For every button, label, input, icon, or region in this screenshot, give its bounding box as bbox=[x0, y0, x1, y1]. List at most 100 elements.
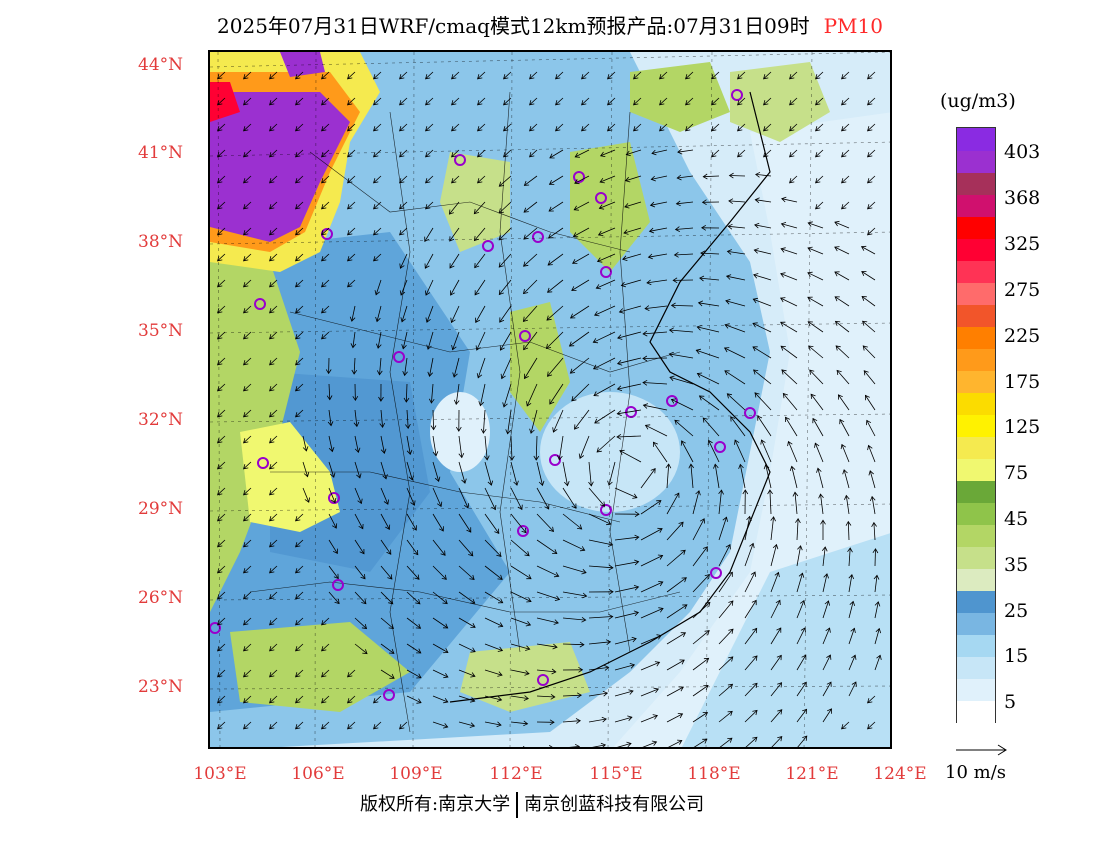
wind-vector bbox=[599, 175, 616, 183]
wind-vector bbox=[536, 565, 559, 577]
colorbar-segment bbox=[957, 634, 995, 657]
wind-vector bbox=[524, 357, 538, 379]
wind-vector bbox=[835, 345, 850, 359]
wind-vector-head bbox=[295, 100, 301, 106]
wind-vector bbox=[217, 409, 226, 418]
wind-vector-head bbox=[552, 549, 558, 555]
wind-vector bbox=[498, 201, 512, 214]
wind-vector bbox=[755, 199, 772, 203]
wind-vector bbox=[321, 227, 330, 236]
wind-vector-head bbox=[373, 230, 379, 236]
wind-vector bbox=[510, 565, 532, 580]
lat-label-35: 35°N bbox=[138, 321, 184, 341]
wind-vector bbox=[243, 643, 252, 652]
wind-vector-head bbox=[359, 548, 365, 555]
wind-vector-head bbox=[722, 516, 728, 522]
wind-vector-head bbox=[738, 463, 744, 470]
wind-vector-head bbox=[763, 126, 769, 132]
wind-vector-head bbox=[711, 100, 717, 106]
wind-vector bbox=[555, 97, 564, 106]
wind-vector bbox=[666, 521, 684, 541]
wind-vector-head bbox=[702, 173, 708, 180]
wind-vector-head bbox=[849, 600, 856, 607]
wind-vector bbox=[822, 600, 829, 619]
wind-vector bbox=[269, 591, 278, 600]
wind-vector-head bbox=[674, 419, 680, 425]
wind-vector bbox=[354, 643, 368, 654]
wind-vector bbox=[321, 175, 330, 184]
wind-vector-head bbox=[269, 464, 275, 470]
lon-label-112: 112°E bbox=[489, 764, 543, 784]
wind-vector-head bbox=[386, 549, 392, 555]
wind-vector bbox=[321, 97, 330, 106]
wind-vector-head bbox=[327, 421, 334, 427]
wind-vector-head bbox=[526, 574, 532, 580]
lon-label-106: 106°E bbox=[291, 764, 345, 784]
wind-vector-head bbox=[269, 360, 275, 366]
wind-vector bbox=[477, 149, 486, 158]
wind-vector-head bbox=[872, 548, 879, 554]
wind-vector-head bbox=[624, 203, 630, 209]
wind-vector bbox=[269, 435, 278, 444]
wind-vector-head bbox=[326, 395, 333, 401]
wind-vector bbox=[536, 513, 554, 532]
wind-vector-head bbox=[497, 622, 504, 628]
wind-vector bbox=[404, 357, 408, 376]
colorbar-segment bbox=[957, 304, 995, 327]
wind-vector bbox=[737, 123, 746, 132]
wind-vector bbox=[593, 357, 616, 370]
copyright: 版权所有:南京大学 南京创蓝科技有限公司 bbox=[360, 790, 704, 818]
wind-vector bbox=[594, 409, 616, 424]
wind-vector bbox=[571, 383, 590, 402]
wind-vector-head bbox=[702, 738, 708, 744]
wind-vector bbox=[295, 409, 304, 418]
wind-vector-head bbox=[295, 386, 301, 392]
wind-vector bbox=[484, 435, 488, 460]
wind-vector-head bbox=[599, 501, 606, 507]
wind-vector bbox=[547, 357, 564, 377]
wind-vector-head bbox=[449, 263, 455, 269]
wind-vector bbox=[781, 198, 798, 203]
wind-vector bbox=[449, 253, 460, 269]
wind-vector-head bbox=[499, 317, 505, 323]
wind-vector-head bbox=[841, 152, 847, 158]
wind-vector-head bbox=[815, 204, 821, 210]
wind-vector bbox=[477, 71, 486, 80]
wind-vector bbox=[547, 279, 564, 293]
wind-vector-head bbox=[373, 256, 379, 262]
wind-vector-head bbox=[780, 321, 786, 327]
wind-vector-head bbox=[354, 447, 361, 454]
wind-vector bbox=[653, 441, 668, 463]
wind-vector-head bbox=[399, 263, 405, 269]
wind-vector-head bbox=[789, 74, 795, 80]
wind-vector bbox=[498, 227, 512, 241]
forecast-map bbox=[208, 50, 892, 749]
legend-label: 15 bbox=[1004, 645, 1029, 667]
wind-vector-head bbox=[321, 334, 327, 340]
wind-vector bbox=[659, 97, 668, 106]
wind-vector bbox=[677, 175, 694, 179]
wind-vector bbox=[458, 669, 476, 677]
wind-vector-head bbox=[546, 315, 552, 321]
wind-vector-head bbox=[607, 480, 613, 486]
wind-vector-head bbox=[360, 574, 366, 580]
wind-vector-head bbox=[752, 297, 758, 304]
wind-vector-head bbox=[549, 719, 555, 726]
wind-vector bbox=[789, 175, 798, 184]
wind-vector-head bbox=[668, 351, 674, 358]
wind-vector-head bbox=[469, 722, 476, 728]
wind-vector-head bbox=[674, 226, 680, 232]
wind-vector-head bbox=[680, 632, 687, 638]
wind-vector-head bbox=[652, 714, 658, 720]
wind-vector bbox=[295, 279, 304, 288]
wind-vector bbox=[499, 305, 512, 323]
wind-vector bbox=[617, 383, 642, 390]
wind-vector-head bbox=[321, 126, 327, 132]
wind-vector bbox=[269, 279, 278, 288]
wind-vector-head bbox=[269, 152, 275, 158]
lon-label-121: 121°E bbox=[785, 764, 839, 784]
lon-label-115: 115°E bbox=[589, 764, 643, 784]
wind-vector-head bbox=[416, 698, 422, 704]
colorbar-segment bbox=[957, 502, 995, 525]
wind-vector-head bbox=[523, 344, 529, 351]
